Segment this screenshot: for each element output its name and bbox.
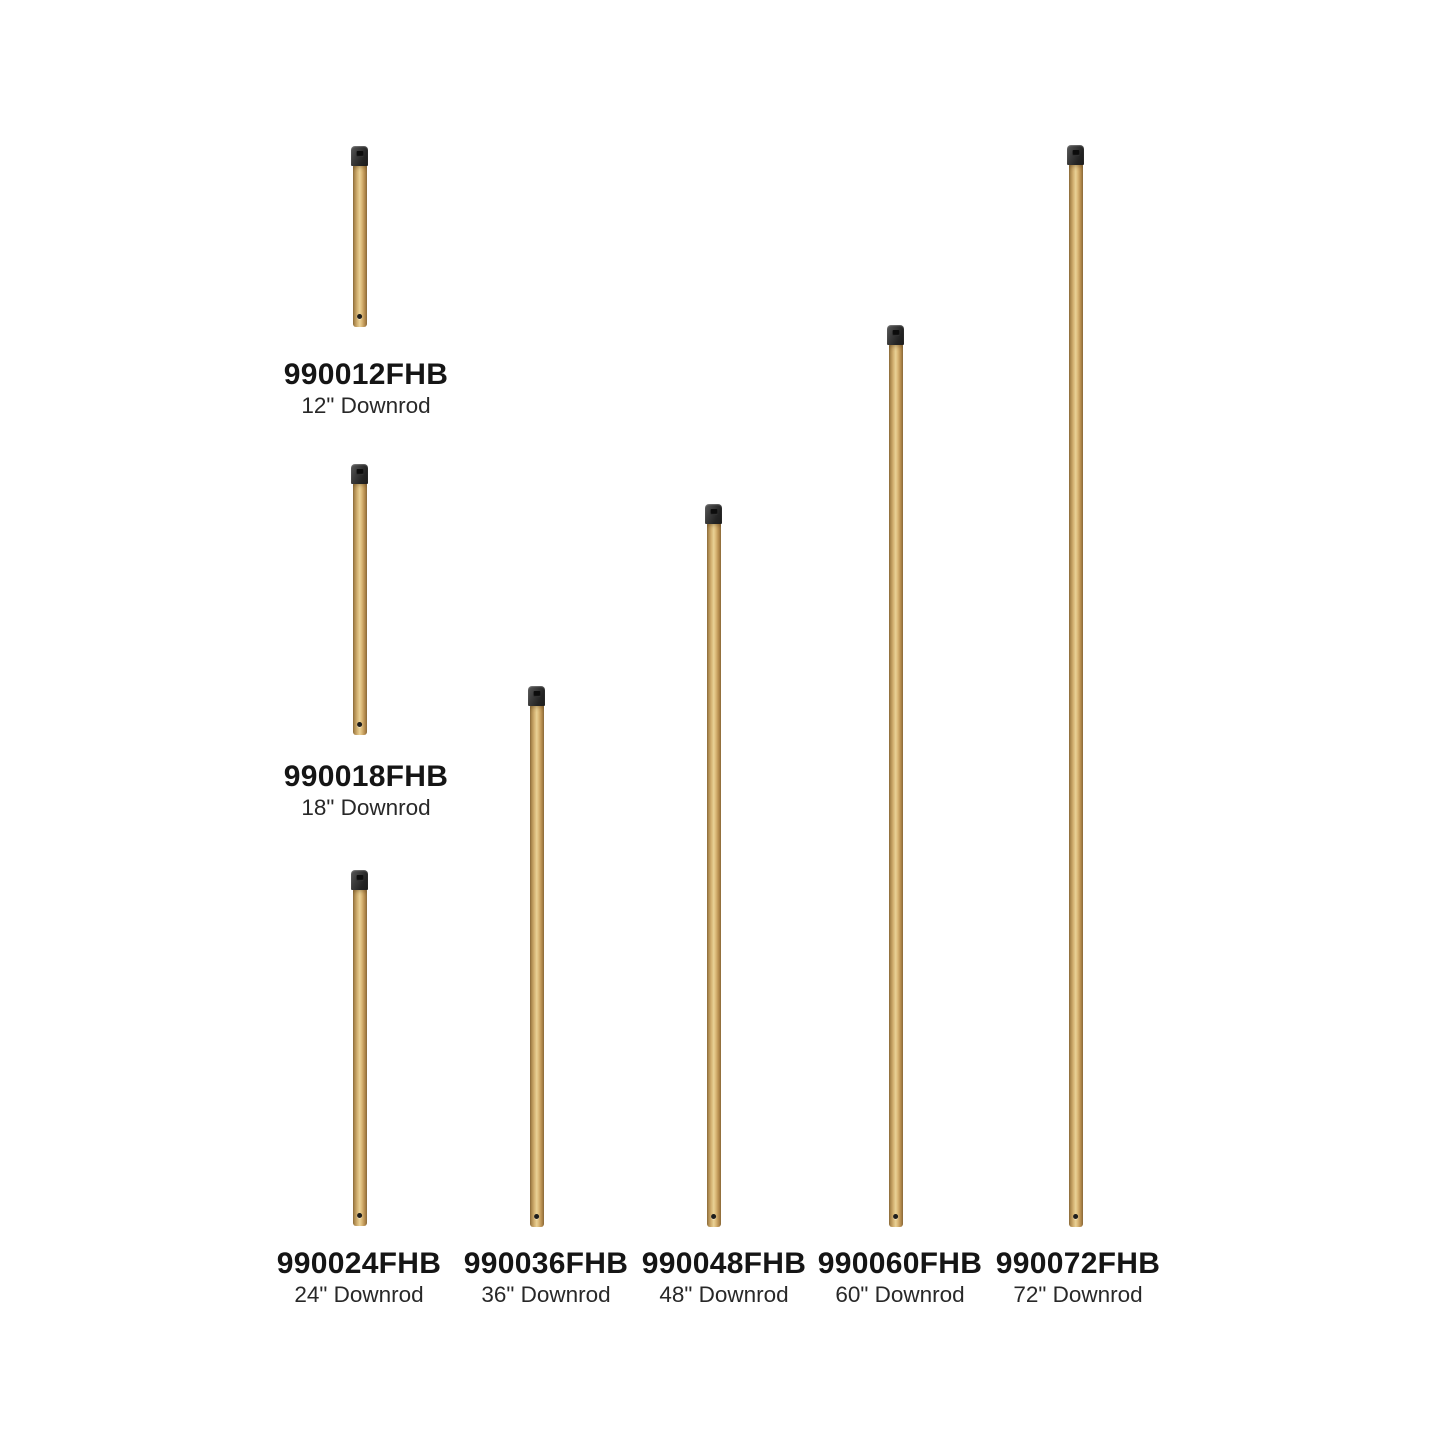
pin-hole: [356, 722, 362, 727]
size-caption: 24" Downrod: [294, 1282, 424, 1307]
product-label-24in: 990024FHB 24" Downrod: [277, 1248, 441, 1307]
size-caption: 72" Downrod: [1013, 1282, 1143, 1307]
set-screw-hole: [356, 151, 363, 157]
model-number: 990024FHB: [276, 1247, 442, 1280]
product-label-60in: 990060FHB 60" Downrod: [818, 1248, 982, 1307]
downrod-photo-36in: [528, 686, 545, 1227]
pin-hole: [892, 1214, 898, 1219]
size-caption: 36" Downrod: [481, 1282, 611, 1307]
product-label-72in: 990072FHB 72" Downrod: [996, 1248, 1160, 1307]
set-screw-hole: [356, 875, 363, 881]
rod-shaft: [352, 889, 367, 1226]
rod-cap: [887, 325, 904, 345]
model-number: 990012FHB: [283, 358, 449, 391]
rod-cap: [528, 686, 545, 706]
rod-shaft: [1068, 164, 1083, 1227]
downrod-photo-60in: [887, 325, 904, 1227]
set-screw-hole: [710, 509, 717, 515]
pin-hole: [356, 314, 362, 319]
downrod-photo-12in: [351, 146, 368, 327]
rod-cap: [351, 464, 368, 484]
pin-hole: [1072, 1214, 1078, 1219]
rod-cap: [351, 870, 368, 890]
size-caption: 60" Downrod: [835, 1282, 965, 1307]
downrod-photo-48in: [705, 504, 722, 1227]
set-screw-hole: [533, 691, 540, 697]
size-caption: 48" Downrod: [659, 1282, 789, 1307]
pin-hole: [533, 1214, 539, 1219]
model-number: 990018FHB: [283, 760, 449, 793]
downrod-photo-72in: [1067, 145, 1084, 1227]
downrod-photo-24in: [351, 870, 368, 1226]
set-screw-hole: [356, 469, 363, 475]
rod-shaft: [352, 483, 367, 735]
pin-hole: [710, 1214, 716, 1219]
rod-shaft: [352, 165, 367, 327]
rod-shaft: [706, 523, 721, 1227]
model-number: 990048FHB: [641, 1247, 807, 1280]
rod-shaft: [888, 344, 903, 1227]
rod-cap: [351, 146, 368, 166]
size-caption: 18" Downrod: [301, 795, 431, 820]
set-screw-hole: [892, 330, 899, 336]
product-label-12in: 990012FHB 12" Downrod: [284, 359, 448, 418]
set-screw-hole: [1072, 150, 1079, 156]
product-label-48in: 990048FHB 48" Downrod: [642, 1248, 806, 1307]
rod-cap: [1067, 145, 1084, 165]
model-number: 990060FHB: [817, 1247, 983, 1280]
model-number: 990072FHB: [995, 1247, 1161, 1280]
rod-cap: [705, 504, 722, 524]
product-label-18in: 990018FHB 18" Downrod: [284, 761, 448, 820]
pin-hole: [356, 1213, 362, 1218]
product-label-36in: 990036FHB 36" Downrod: [464, 1248, 628, 1307]
size-caption: 12" Downrod: [301, 393, 431, 418]
rod-shaft: [529, 705, 544, 1227]
model-number: 990036FHB: [463, 1247, 629, 1280]
downrod-photo-18in: [351, 464, 368, 735]
